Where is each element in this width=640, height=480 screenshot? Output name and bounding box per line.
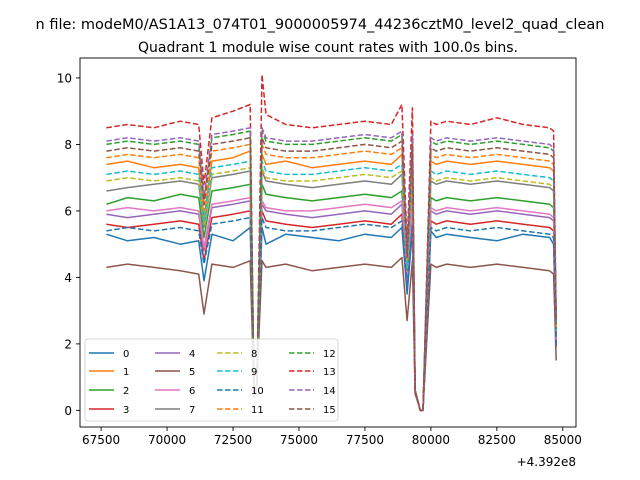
x-tick-label: 80000	[412, 433, 450, 447]
series-line-2	[106, 183, 557, 412]
y-tick-label: 2	[64, 337, 72, 351]
series-line-5	[106, 256, 557, 412]
y-axis: 0 2 4 6 8 10	[57, 71, 80, 418]
x-tick-label: 70000	[148, 433, 186, 447]
plot-frame	[79, 57, 577, 428]
legend-label-0: 0	[123, 349, 129, 360]
legend-label-15: 15	[323, 405, 336, 416]
y-tick-label: 10	[57, 71, 72, 85]
series-line-3	[106, 210, 557, 412]
x-tick-label: 67500	[82, 433, 120, 447]
x-axis: 67500 70000 72500 75000 77500 80000 82500 85000	[82, 427, 582, 447]
legend-label-6: 6	[189, 386, 195, 397]
legend-label-2: 2	[123, 386, 129, 397]
legend-label-9: 9	[251, 367, 257, 378]
x-tick-label: 72500	[214, 433, 252, 447]
y-tick-label: 8	[64, 138, 72, 152]
legend-label-14: 14	[323, 386, 336, 397]
x-tick-label: 85000	[544, 433, 582, 447]
chart-title: Quadrant 1 module wise count rates with …	[138, 40, 518, 56]
legend-label-8: 8	[251, 349, 257, 360]
legend-label-11: 11	[251, 405, 264, 416]
series-line-10	[106, 216, 557, 412]
x-tick-label: 77500	[346, 433, 384, 447]
legend-box	[84, 338, 339, 422]
x-tick-label: 75000	[280, 433, 318, 447]
legend-label-1: 1	[123, 367, 129, 378]
series-line-7	[106, 170, 557, 412]
legend-label-10: 10	[251, 386, 264, 397]
legend-label-5: 5	[189, 367, 195, 378]
legend-label-12: 12	[323, 349, 336, 360]
legend-label-13: 13	[323, 367, 336, 378]
legend-label-4: 4	[189, 349, 195, 360]
series-line-14	[106, 127, 557, 412]
x-offset-label: +4.392e8	[517, 455, 576, 469]
y-tick-label: 0	[64, 404, 72, 418]
legend-label-3: 3	[123, 405, 129, 416]
figure-suptitle: n file: modeM0/AS1A13_074T01_9000005974_…	[36, 17, 605, 33]
series-line-15	[106, 137, 557, 412]
series-line-13	[106, 73, 557, 412]
series-line-9	[106, 160, 557, 412]
x-tick-label: 82500	[478, 433, 516, 447]
plot-lines	[106, 73, 557, 412]
y-tick-label: 6	[64, 204, 72, 218]
legend-label-7: 7	[189, 405, 195, 416]
series-line-0	[106, 226, 557, 412]
series-line-6	[106, 196, 557, 412]
y-tick-label: 4	[64, 271, 72, 285]
